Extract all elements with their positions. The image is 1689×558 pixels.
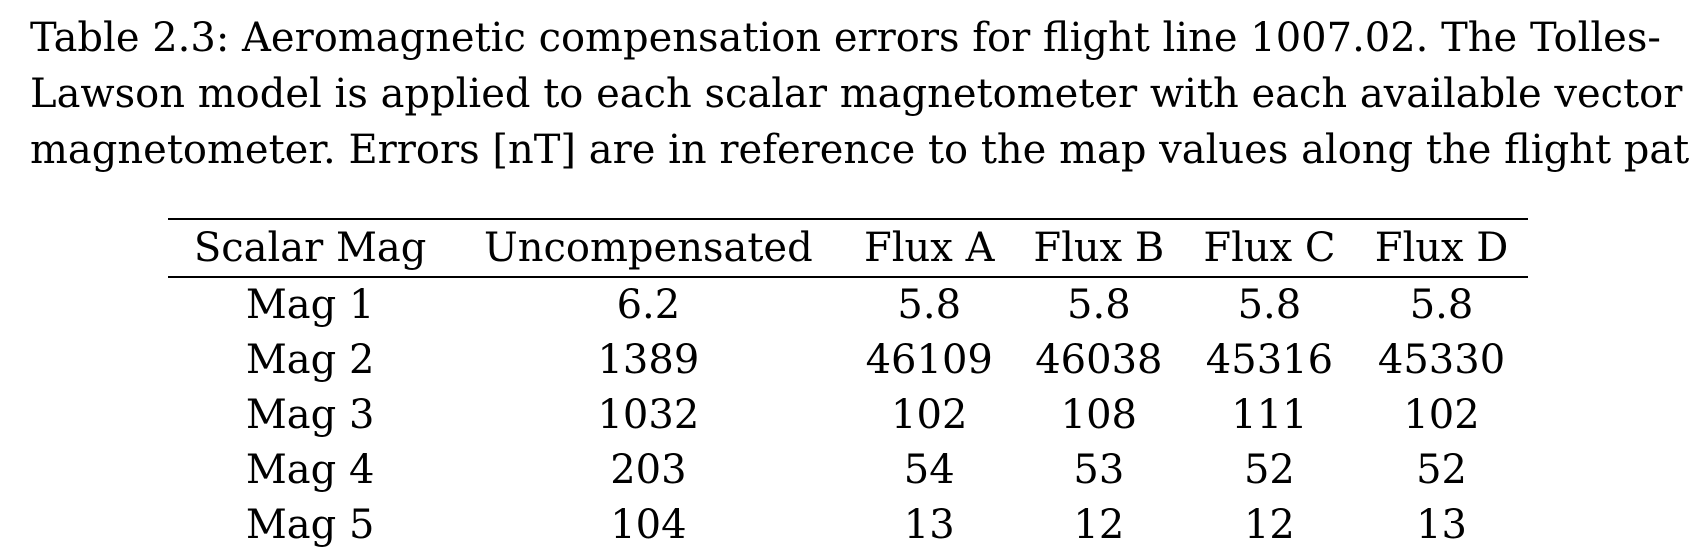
table-cell: 1389 (597, 337, 700, 383)
error-table-container: Scalar Mag Uncompensated Flux A Flux B F… (168, 218, 1528, 553)
table-cell: 45330 (1377, 337, 1506, 383)
table-cell: 104 (610, 502, 687, 548)
table-row: Mag 3 1032 102 108 111 102 (168, 388, 1528, 443)
column-header: Flux A (863, 225, 995, 271)
table-cell: 5.8 (1409, 282, 1474, 328)
table-cell: 45316 (1205, 337, 1334, 383)
table-cell: 13 (903, 502, 955, 548)
table-cell: 53 (1073, 447, 1125, 493)
column-header: Flux B (1033, 225, 1165, 271)
table-cell: 54 (903, 447, 955, 493)
caption-line: Lawson model is applied to each scalar m… (30, 71, 1683, 117)
table-cell: 52 (1416, 447, 1467, 493)
table-cell: Mag 1 (245, 282, 375, 328)
table-cell: Mag 5 (245, 502, 375, 548)
column-header: Flux D (1374, 225, 1509, 271)
table-cell: 5.8 (1067, 282, 1131, 328)
table-row: Mag 4 203 54 53 52 52 (168, 443, 1528, 498)
table-cell: 111 (1231, 392, 1308, 438)
table-cell: 13 (1416, 502, 1467, 548)
table-cell: 52 (1243, 447, 1295, 493)
table-cell: 5.8 (1237, 282, 1302, 328)
table-cell: 6.2 (616, 282, 681, 328)
table-cell: Mag 3 (245, 392, 375, 438)
table-cell: 108 (1060, 392, 1138, 438)
table-cell: 203 (610, 447, 687, 493)
caption-line: magnetometer. Errors [nT] are in referen… (30, 127, 1689, 173)
table-row: Mag 5 104 13 12 12 13 (168, 498, 1528, 553)
table-cell: 1032 (597, 392, 700, 438)
compensation-error-table: Scalar Mag Uncompensated Flux A Flux B F… (168, 218, 1528, 553)
column-header: Flux C (1203, 225, 1336, 271)
table-cell: Mag 2 (245, 337, 375, 383)
table-cell: 12 (1243, 502, 1295, 548)
column-header: Scalar Mag (193, 225, 427, 271)
table-row: Mag 2 1389 46109 46038 45316 45330 (168, 333, 1528, 388)
table-cell: 5.8 (897, 282, 962, 328)
table-cell: 102 (1403, 392, 1480, 438)
table-cell: 46038 (1035, 337, 1163, 383)
table-cell: 46109 (865, 337, 993, 383)
table-cell: 102 (891, 392, 968, 438)
table-caption: Table 2.3: Aeromagnetic compensation err… (30, 10, 1689, 178)
caption-line: Table 2.3: Aeromagnetic compensation err… (30, 15, 1661, 61)
column-header: Uncompensated (484, 225, 813, 271)
table-cell: Mag 4 (245, 447, 375, 493)
table-header-row: Scalar Mag Uncompensated Flux A Flux B F… (168, 219, 1528, 277)
table-cell: 12 (1073, 502, 1125, 548)
table-row: Mag 1 6.2 5.8 5.8 5.8 5.8 (168, 277, 1528, 333)
